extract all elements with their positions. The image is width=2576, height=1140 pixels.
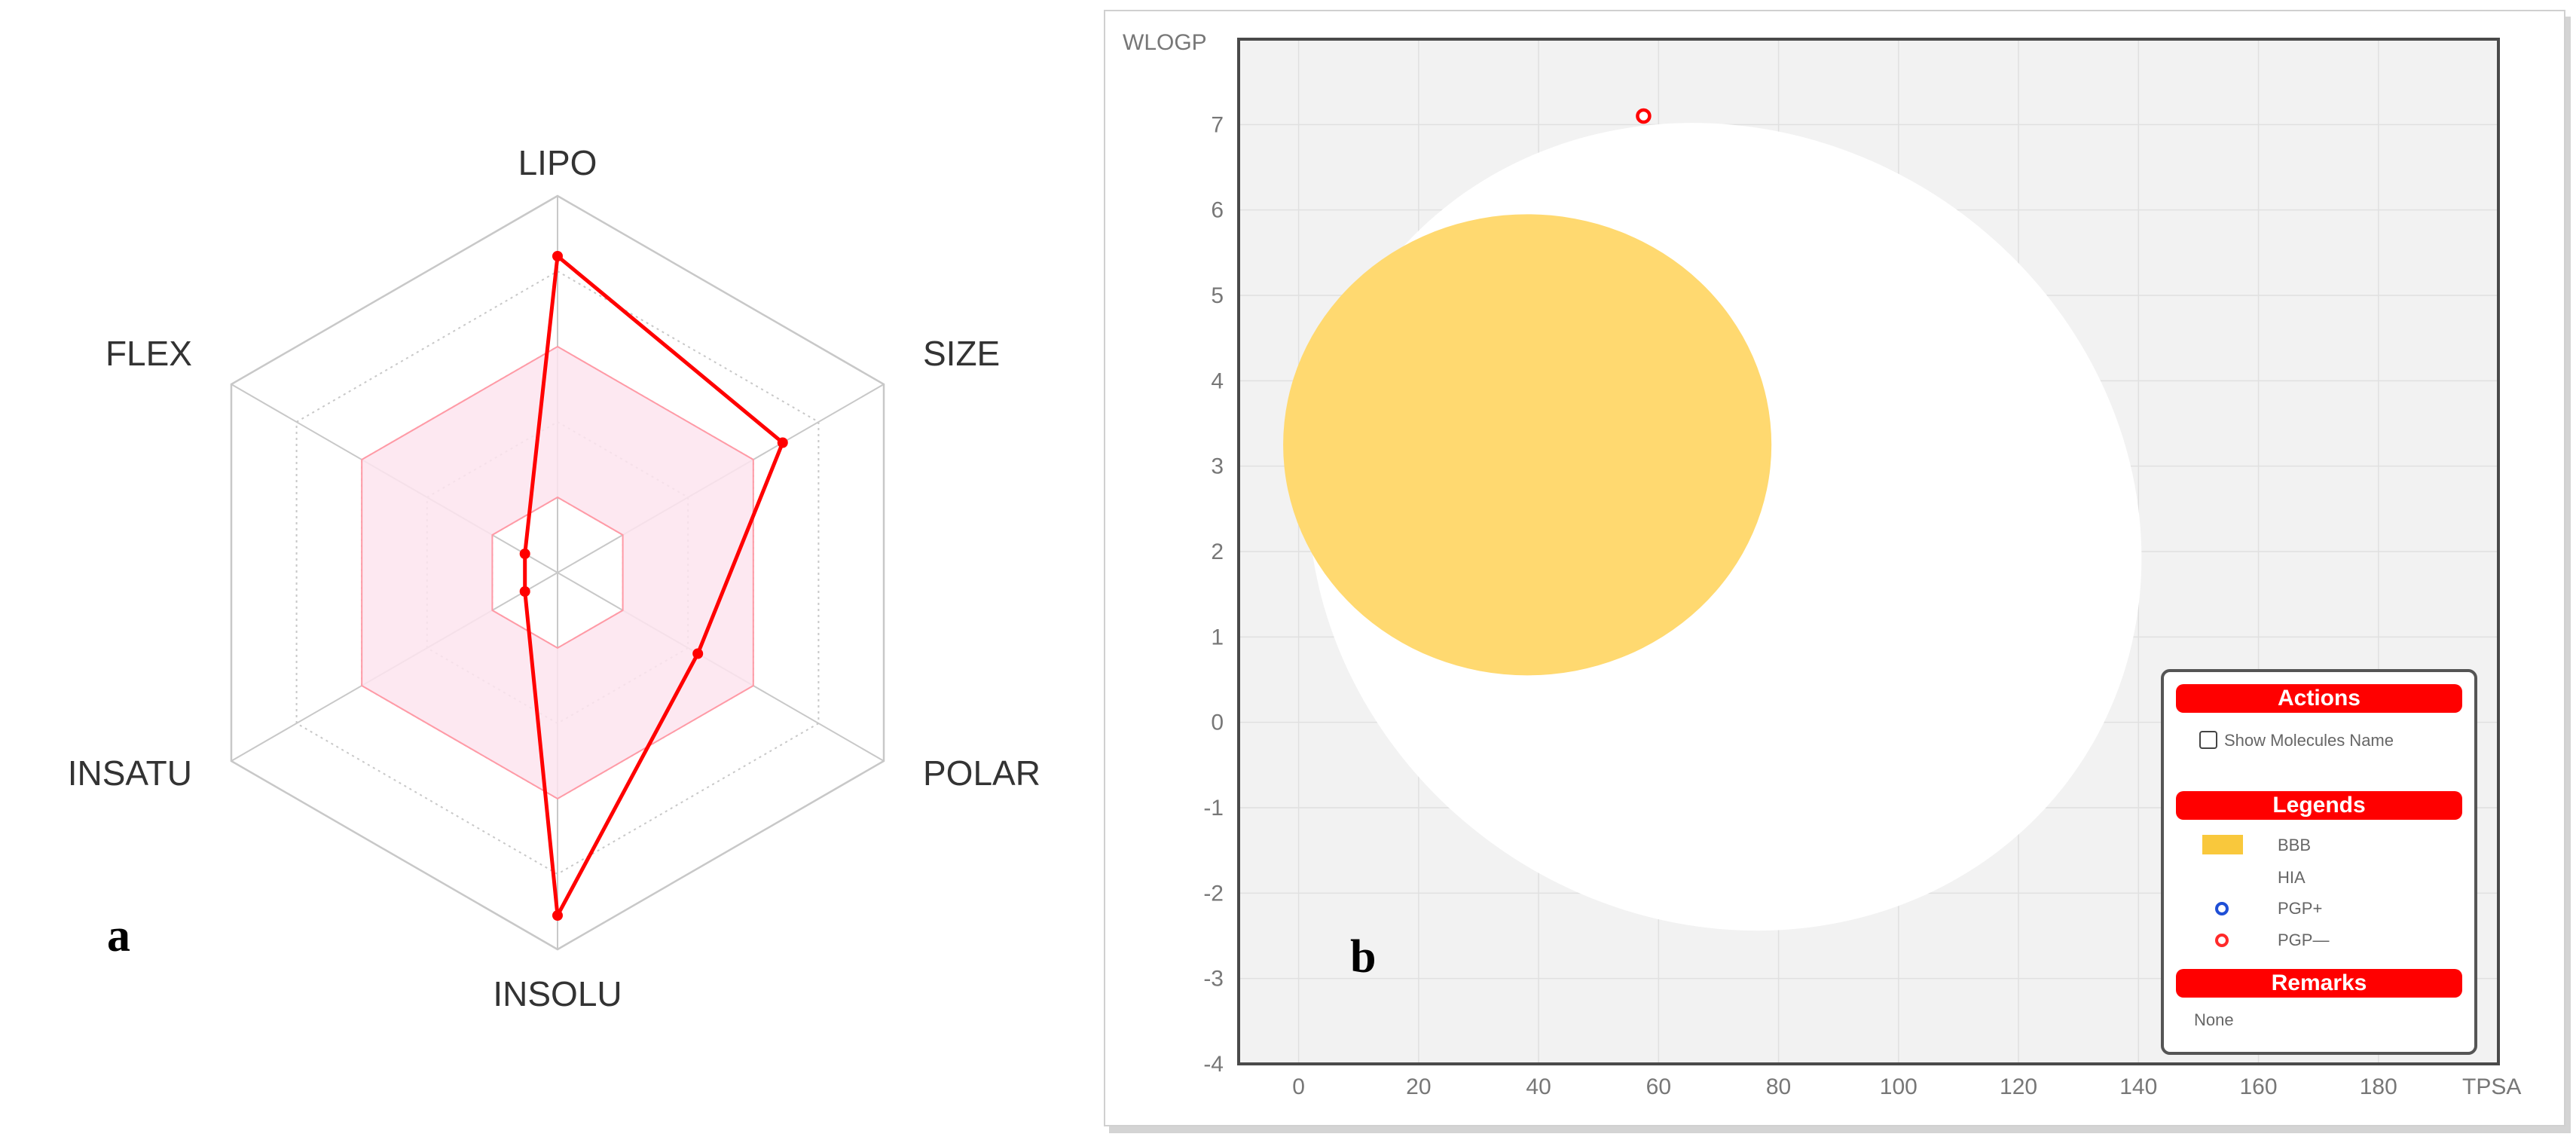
show-molecules-name-label[interactable]: Show Molecules Name — [2224, 731, 2394, 750]
radar-axis-labels: LIPO SIZE POLAR INSOLU INSATU FLEX — [68, 143, 1040, 1013]
legend-box-frame — [2161, 669, 2477, 1055]
plot-regions — [1283, 123, 2142, 931]
x-tick-label: 0 — [1292, 1074, 1305, 1099]
y-axis-label: WLOGP — [1123, 30, 1207, 55]
y-tick-label: -2 — [1203, 881, 1224, 906]
legend-item-pgp-plus: PGP+ — [2215, 899, 2322, 918]
x-tick-label: 20 — [1406, 1074, 1431, 1099]
radar-point-insolu — [552, 910, 563, 921]
x-tick-label: 140 — [2119, 1074, 2157, 1099]
remarks-header — [2176, 969, 2462, 998]
y-tick-label: 5 — [1211, 283, 1224, 308]
legend-label-bbb: BBB — [2278, 836, 2311, 854]
y-tick-label: 0 — [1211, 711, 1224, 735]
y-tick-label: 2 — [1211, 539, 1224, 564]
radar-axis-label-insolu: INSOLU — [493, 974, 622, 1013]
radar-point-flex — [519, 549, 530, 559]
radar-point-size — [777, 437, 788, 448]
radar-point-polar — [692, 648, 704, 659]
remarks-header-label: Remarks — [2272, 970, 2367, 995]
legend-item-hia: HIA — [2202, 867, 2306, 887]
legend-label-hia: HIA — [2278, 868, 2306, 887]
boiled-egg-chart: 0 20 40 60 80 100 120 140 160 180 -4 -3 -2 -1 0 1 2 3 4 5 6 7… — [1104, 10, 2571, 1133]
bbb-swatch — [2202, 835, 2243, 854]
radar-axis-label-polar: POLAR — [923, 753, 1040, 793]
hia-swatch — [2202, 867, 2243, 887]
legends-header — [2176, 791, 2462, 820]
y-tick-label: 3 — [1211, 454, 1224, 479]
x-tick-label: 80 — [1766, 1074, 1791, 1099]
x-axis-label: TPSA — [2462, 1074, 2521, 1099]
radar-axis-label-size: SIZE — [923, 334, 1000, 373]
x-tick-label: 180 — [2360, 1074, 2397, 1099]
radar-axis-label-flex: FLEX — [105, 334, 192, 373]
radar-point-lipo — [552, 251, 563, 261]
x-tick-label: 120 — [2000, 1074, 2037, 1099]
radar-grid — [230, 194, 885, 951]
bioavailability-radar-chart: LIPO SIZE POLAR INSOLU INSATU FLEX a — [68, 143, 1040, 1013]
x-tick-label: 40 — [1526, 1074, 1551, 1099]
axis-tick-labels: 0 20 40 60 80 100 120 140 160 180 -4 -3 -2 -1 0 1 2 3 4 5 6 7 — [1203, 112, 2397, 1099]
radar-series — [519, 251, 788, 921]
y-tick-label: 7 — [1211, 112, 1224, 137]
show-molecules-name-checkbox[interactable] — [2199, 731, 2217, 749]
pgp-minus-marker — [2215, 934, 2229, 947]
legend-label-pgp-minus: PGP— — [2278, 931, 2329, 949]
y-tick-label: 4 — [1211, 368, 1224, 393]
x-tick-label: 60 — [1646, 1074, 1671, 1099]
panel-letter-b: b — [1350, 931, 1376, 983]
y-tick-label: -4 — [1203, 1052, 1224, 1077]
panel-letter-a: a — [107, 910, 130, 961]
radar-optimal-inner-edge — [491, 496, 624, 649]
radar-optimal-outer-edge — [361, 345, 754, 800]
actions-header-label: Actions — [2278, 686, 2361, 711]
radar-chart-panel: LIPO SIZE POLAR INSOLU INSATU FLEX a — [0, 0, 1100, 1136]
y-tick-label: 6 — [1211, 198, 1224, 223]
radar-axis-label-insatu: INSATU — [68, 753, 192, 793]
remarks-text: None — [2194, 1010, 2234, 1029]
legends-header-label: Legends — [2272, 793, 2365, 818]
x-tick-label: 160 — [2239, 1074, 2277, 1099]
boiled-egg-panel: 0 20 40 60 80 100 120 140 160 180 -4 -3 -2 -1 0 1 2 3 4 5 6 7… — [1100, 0, 2576, 1136]
bbb-region — [1283, 214, 1772, 676]
plot-points — [1636, 108, 1652, 124]
radar-optimal-area — [362, 347, 753, 799]
pgp-plus-marker — [2215, 902, 2229, 915]
x-tick-label: 100 — [1880, 1074, 1917, 1099]
y-tick-label: -3 — [1203, 967, 1224, 992]
legend-item-pgp-minus: PGP— — [2215, 931, 2329, 949]
radar-axis-label-lipo: LIPO — [518, 143, 597, 182]
molecule-point[interactable] — [1636, 108, 1652, 124]
actions-header — [2176, 684, 2462, 713]
legend-box: Actions Show Molecules Name Legends BBB … — [2161, 669, 2477, 1055]
y-tick-label: -1 — [1203, 796, 1224, 821]
legend-item-bbb: BBB — [2202, 835, 2311, 854]
y-tick-label: 1 — [1211, 625, 1224, 649]
radar-optimal-range — [361, 345, 754, 800]
show-molecules-name-option[interactable]: Show Molecules Name — [2199, 731, 2394, 750]
radar-point-insatu — [519, 586, 530, 597]
legend-label-pgp-plus: PGP+ — [2278, 899, 2322, 918]
plot-frame — [1237, 38, 2500, 1065]
